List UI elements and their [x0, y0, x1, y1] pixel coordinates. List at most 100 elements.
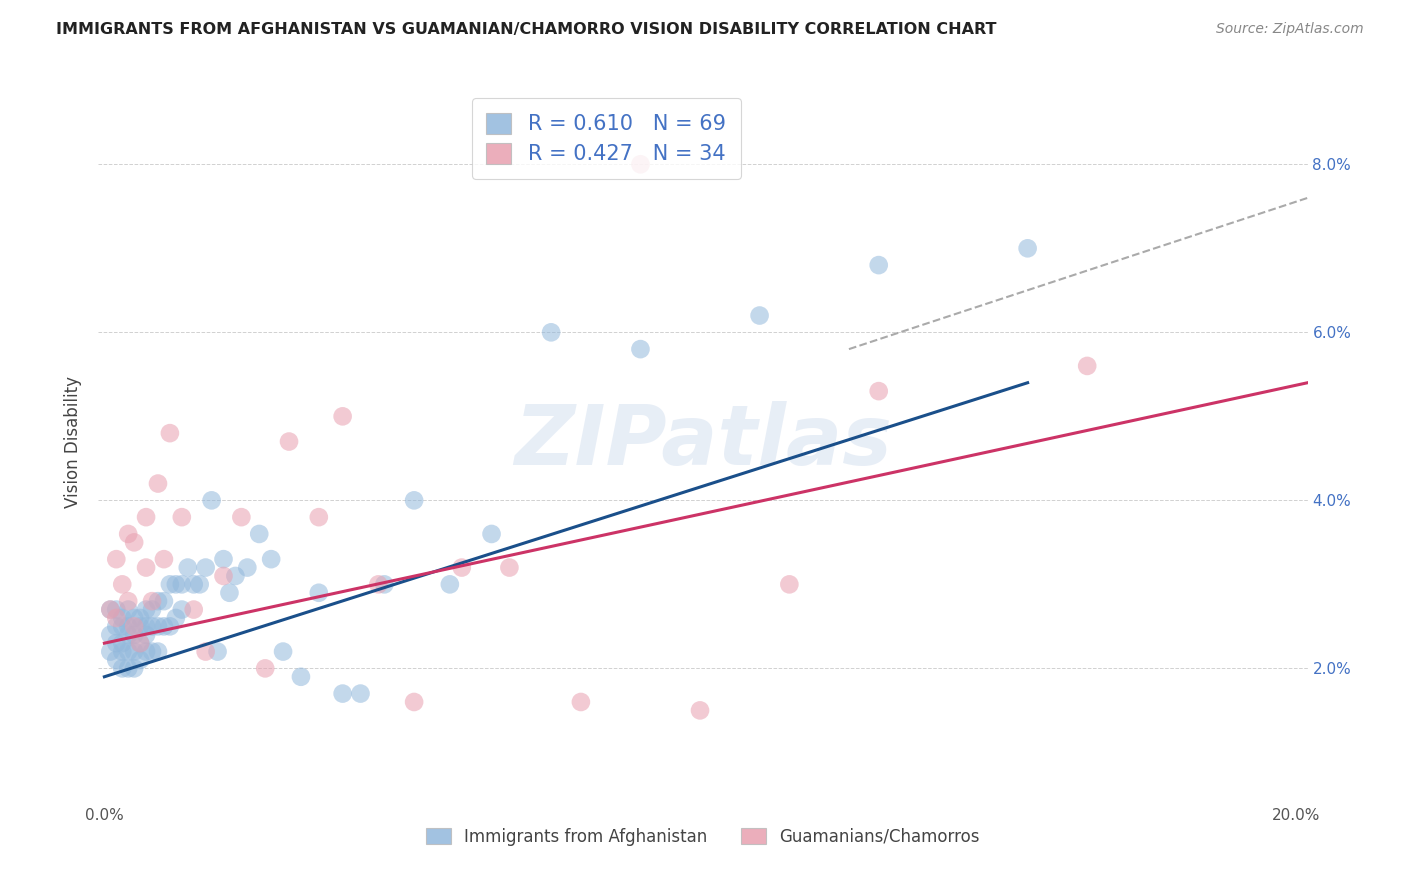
Point	[254, 661, 277, 675]
Point	[183, 602, 205, 616]
Point	[540, 326, 562, 340]
Point	[271, 644, 294, 658]
Point	[111, 619, 134, 633]
Point	[122, 619, 145, 633]
Point	[630, 157, 652, 171]
Point	[122, 628, 145, 642]
Point	[135, 602, 157, 616]
Point	[146, 476, 169, 491]
Point	[129, 636, 152, 650]
Point	[308, 510, 330, 524]
Point	[1076, 359, 1098, 373]
Point	[111, 661, 134, 675]
Point	[111, 611, 134, 625]
Point	[481, 527, 503, 541]
Point	[231, 510, 253, 524]
Y-axis label: Vision Disability: Vision Disability	[65, 376, 83, 508]
Point	[98, 628, 121, 642]
Point	[135, 619, 157, 633]
Point	[404, 695, 426, 709]
Point	[122, 611, 145, 625]
Point	[105, 611, 128, 625]
Point	[98, 602, 121, 616]
Point	[165, 577, 187, 591]
Point	[117, 594, 139, 608]
Point	[224, 569, 246, 583]
Text: ZIPatlas: ZIPatlas	[515, 401, 891, 482]
Point	[373, 577, 395, 591]
Legend: Immigrants from Afghanistan, Guamanians/Chamorros: Immigrants from Afghanistan, Guamanians/…	[419, 821, 987, 852]
Point	[170, 577, 193, 591]
Point	[194, 644, 217, 658]
Point	[141, 594, 163, 608]
Point	[450, 560, 472, 574]
Point	[153, 594, 176, 608]
Point	[1017, 241, 1039, 255]
Point	[105, 619, 128, 633]
Point	[146, 644, 169, 658]
Point	[308, 586, 330, 600]
Point	[141, 644, 163, 658]
Point	[135, 628, 157, 642]
Point	[212, 569, 235, 583]
Point	[111, 644, 134, 658]
Point	[349, 687, 371, 701]
Point	[135, 644, 157, 658]
Point	[332, 409, 354, 424]
Point	[748, 309, 770, 323]
Text: IMMIGRANTS FROM AFGHANISTAN VS GUAMANIAN/CHAMORRO VISION DISABILITY CORRELATION : IMMIGRANTS FROM AFGHANISTAN VS GUAMANIAN…	[56, 22, 997, 37]
Point	[159, 619, 181, 633]
Point	[260, 552, 283, 566]
Point	[170, 602, 193, 616]
Point	[218, 586, 240, 600]
Point	[117, 602, 139, 616]
Point	[141, 619, 163, 633]
Point	[105, 653, 128, 667]
Point	[159, 426, 181, 441]
Point	[105, 552, 128, 566]
Point	[170, 510, 193, 524]
Point	[129, 619, 152, 633]
Point	[236, 560, 259, 574]
Point	[146, 594, 169, 608]
Point	[111, 636, 134, 650]
Point	[117, 661, 139, 675]
Point	[183, 577, 205, 591]
Point	[188, 577, 211, 591]
Point	[129, 636, 152, 650]
Point	[778, 577, 800, 591]
Point	[141, 602, 163, 616]
Point	[129, 611, 152, 625]
Point	[122, 661, 145, 675]
Point	[159, 577, 181, 591]
Point	[98, 602, 121, 616]
Point	[135, 510, 157, 524]
Point	[207, 644, 229, 658]
Point	[367, 577, 389, 591]
Point	[153, 552, 176, 566]
Point	[212, 552, 235, 566]
Point	[105, 602, 128, 616]
Point	[122, 535, 145, 549]
Point	[498, 560, 520, 574]
Point	[278, 434, 301, 449]
Point	[117, 619, 139, 633]
Point	[404, 493, 426, 508]
Point	[122, 644, 145, 658]
Point	[117, 628, 139, 642]
Point	[332, 687, 354, 701]
Text: Source: ZipAtlas.com: Source: ZipAtlas.com	[1216, 22, 1364, 37]
Point	[194, 560, 217, 574]
Point	[135, 560, 157, 574]
Point	[247, 527, 270, 541]
Point	[630, 342, 652, 356]
Point	[117, 527, 139, 541]
Point	[146, 619, 169, 633]
Point	[439, 577, 461, 591]
Point	[165, 611, 187, 625]
Point	[200, 493, 222, 508]
Point	[98, 644, 121, 658]
Point	[569, 695, 592, 709]
Point	[868, 258, 890, 272]
Point	[105, 636, 128, 650]
